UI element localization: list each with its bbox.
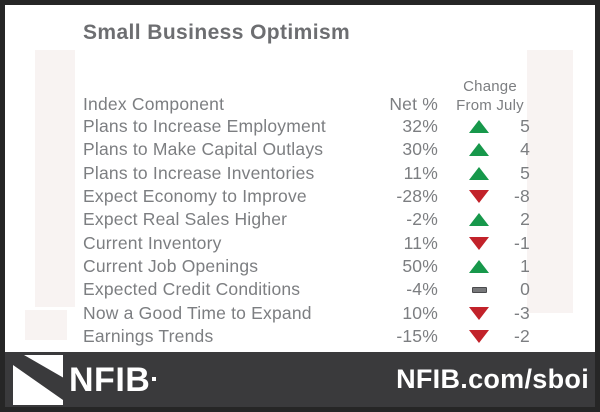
change-icon-cell xyxy=(450,329,508,343)
change-cell: -3 xyxy=(514,302,530,323)
change-icon-cell xyxy=(450,236,508,250)
nfib-wordmark: NFIB xyxy=(69,360,151,399)
net-cell: 11% xyxy=(403,162,438,183)
table-row: Plans to Make Capital Outlays 30% 4 xyxy=(83,138,530,161)
nfib-brand: NFIB xyxy=(13,354,157,405)
component-cell: Expect Real Sales Higher xyxy=(83,209,288,230)
arrow-up-icon xyxy=(469,166,489,180)
table-row: Current Job Openings 50% 1 xyxy=(83,255,530,278)
change-icon-cell xyxy=(450,306,508,320)
net-cell: -15% xyxy=(396,325,438,346)
trademark-dot xyxy=(152,376,157,381)
net-cell: 10% xyxy=(402,302,438,323)
change-icon-cell xyxy=(450,166,508,180)
arrow-down-icon xyxy=(469,190,489,204)
component-cell: Expect Economy to Improve xyxy=(83,186,307,207)
right-accent-stripe xyxy=(527,50,573,313)
arrow-down-icon xyxy=(469,329,489,343)
change-icon-cell xyxy=(450,120,508,134)
net-cell: 30% xyxy=(402,139,438,160)
component-cell: Expected Credit Conditions xyxy=(83,279,301,300)
header-change-line1: Change xyxy=(463,78,517,95)
component-cell: Current Job Openings xyxy=(83,255,259,276)
header-index-component: Index Component xyxy=(83,94,225,114)
change-cell: 2 xyxy=(520,209,530,230)
net-cell: 32% xyxy=(402,116,438,137)
content-card: Small Business Optimism Index Component … xyxy=(5,5,595,352)
change-icon-cell xyxy=(450,213,508,227)
component-cell: Plans to Increase Employment xyxy=(83,116,326,137)
table-row: Earnings Trends -15% -2 xyxy=(83,325,530,348)
change-cell: -2 xyxy=(514,325,530,346)
change-cell: -1 xyxy=(514,232,530,253)
net-cell: 11% xyxy=(403,232,438,253)
table-header: Index Component Net % Change From July xyxy=(83,70,530,115)
component-cell: Current Inventory xyxy=(83,232,222,253)
table-rows: Plans to Increase Employment 32% 5 Plans… xyxy=(83,115,530,348)
change-icon-cell xyxy=(450,143,508,157)
net-cell: -2% xyxy=(406,209,438,230)
page-title: Small Business Optimism xyxy=(83,21,351,44)
header-change-from-july: Change From July xyxy=(450,77,530,115)
component-cell: Plans to Increase Inventories xyxy=(83,162,315,183)
table-row: Current Inventory 11% -1 xyxy=(83,231,530,254)
table-row: Plans to Increase Inventories 11% 5 xyxy=(83,162,530,185)
header-net-percent: Net % xyxy=(389,94,438,114)
change-icon-cell xyxy=(450,190,508,204)
header-change-line2: From July xyxy=(456,97,524,114)
arrow-down-icon xyxy=(469,236,489,250)
component-cell: Now a Good Time to Expand xyxy=(83,302,312,323)
arrow-down-icon xyxy=(469,306,489,320)
component-cell: Earnings Trends xyxy=(83,325,214,346)
net-cell: -28% xyxy=(396,186,438,207)
change-cell: -8 xyxy=(514,186,530,207)
optimism-table: Index Component Net % Change From July P… xyxy=(83,70,530,348)
table-row: Expect Real Sales Higher -2% 2 xyxy=(83,208,530,231)
left-accent-stripe xyxy=(35,50,75,307)
dash-icon xyxy=(471,286,487,293)
net-cell: -4% xyxy=(406,279,438,300)
change-icon-cell xyxy=(450,259,508,273)
arrow-up-icon xyxy=(469,143,489,157)
left-accent-stripe-lower xyxy=(25,310,67,340)
change-cell: 1 xyxy=(520,255,530,276)
net-cell: 50% xyxy=(402,255,438,276)
table-row: Plans to Increase Employment 32% 5 xyxy=(83,115,530,138)
footer-bar: NFIB NFIB.com/sboi xyxy=(5,352,595,407)
nfib-url: NFIB.com/sboi xyxy=(396,364,589,394)
table-row: Expected Credit Conditions -4% 0 xyxy=(83,278,530,301)
change-cell: 5 xyxy=(520,162,530,183)
table-row: Expect Economy to Improve -28% -8 xyxy=(83,185,530,208)
arrow-up-icon xyxy=(469,259,489,273)
arrow-up-icon xyxy=(469,120,489,134)
change-cell: 4 xyxy=(520,139,530,160)
table-row: Now a Good Time to Expand 10% -3 xyxy=(83,301,530,324)
component-cell: Plans to Make Capital Outlays xyxy=(83,139,324,160)
change-icon-cell xyxy=(450,286,508,293)
nfib-logo-icon xyxy=(13,354,63,405)
change-cell: 5 xyxy=(520,116,530,137)
change-cell: 0 xyxy=(520,279,530,300)
arrow-up-icon xyxy=(469,213,489,227)
